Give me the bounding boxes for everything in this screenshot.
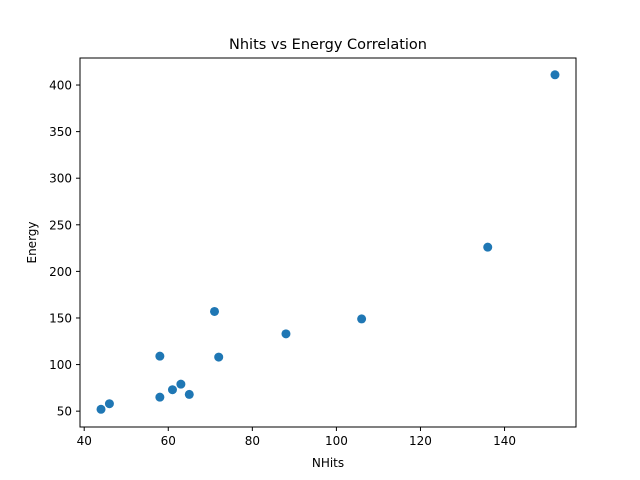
x-tick-label: 100: [325, 434, 348, 448]
chart-title: Nhits vs Energy Correlation: [229, 37, 427, 53]
x-axis: 40 60 80 100 120 140: [77, 427, 516, 448]
data-points: [96, 70, 560, 414]
data-point: [155, 392, 165, 402]
data-point: [210, 306, 220, 316]
x-tick-label: 60: [161, 434, 176, 448]
data-point: [155, 351, 165, 361]
y-tick-label: 400: [49, 79, 72, 93]
y-tick-label: 250: [49, 218, 72, 232]
data-point: [550, 70, 560, 80]
data-point: [281, 329, 291, 339]
data-point: [214, 352, 224, 362]
y-tick-label: 50: [57, 405, 72, 419]
data-point: [104, 399, 114, 409]
y-tick-label: 100: [49, 358, 72, 372]
y-tick-label: 150: [49, 311, 72, 325]
x-tick-label: 40: [77, 434, 92, 448]
data-point: [357, 314, 367, 324]
plot-area-frame: [79, 57, 577, 428]
x-tick-label: 120: [409, 434, 432, 448]
y-tick-label: 350: [49, 125, 72, 139]
data-point: [167, 385, 177, 395]
data-point: [483, 242, 493, 252]
data-point: [96, 404, 106, 414]
y-axis-label: Energy: [25, 221, 39, 263]
y-tick-label: 300: [49, 172, 72, 186]
x-axis-label: NHits: [312, 456, 344, 470]
y-axis: 50 100 150 200 250 300 350 400: [49, 79, 80, 419]
x-tick-label: 80: [245, 434, 260, 448]
data-point: [184, 389, 194, 399]
data-point: [176, 379, 186, 389]
y-tick-label: 200: [49, 265, 72, 279]
x-tick-label: 140: [493, 434, 516, 448]
